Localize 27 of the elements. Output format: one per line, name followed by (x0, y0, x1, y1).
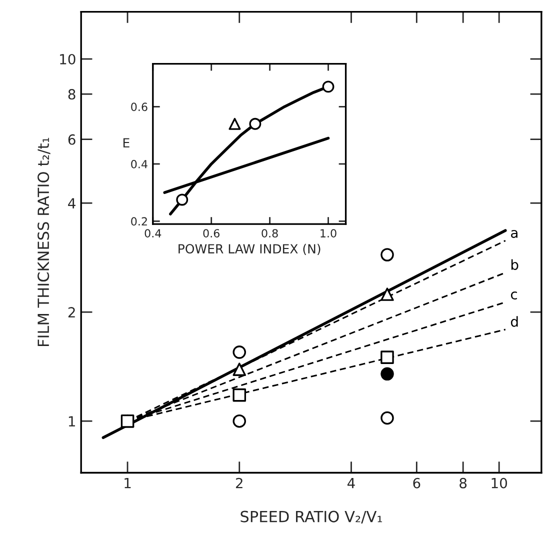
y-tick-label: 6 (68, 134, 76, 145)
y-tick-label: 0.4 (131, 160, 148, 168)
series-label: a (511, 230, 518, 238)
x-tick-label: 2 (236, 478, 242, 488)
x-tick-label: 6 (413, 478, 420, 488)
y-tick-label: 2 (68, 307, 75, 318)
x-tick-label: 1 (124, 478, 131, 488)
x-tick-label: 0.4 (144, 229, 162, 238)
y-tick-label: 8 (68, 89, 76, 100)
x-tick-label: 8 (460, 478, 467, 488)
series-label: c (510, 292, 517, 300)
x-tick-label: 0.6 (203, 229, 220, 238)
y-tick-label: 4 (68, 198, 76, 208)
x-tick-label: 4 (347, 478, 355, 488)
y-tick-label: 10 (60, 54, 76, 64)
y-tick-label: 0.6 (131, 102, 148, 112)
x-axis-title: SPEED RATIO V₂/V₁ (240, 510, 382, 524)
x-axis-title: POWER LAW INDEX (N) (178, 244, 320, 255)
y-axis-title: E (123, 138, 130, 148)
series-label: b (511, 259, 518, 270)
y-tick-label: 1 (68, 416, 75, 426)
y-axis-title: FILM THICKNESS RATIO t₂/t₁ (38, 138, 50, 346)
x-tick-label: 1.0 (320, 229, 336, 238)
x-tick-label: 10 (492, 478, 507, 488)
series-label: d (510, 316, 518, 327)
x-tick-label: 0.8 (262, 229, 278, 238)
y-tick-label: 0.2 (131, 217, 147, 226)
